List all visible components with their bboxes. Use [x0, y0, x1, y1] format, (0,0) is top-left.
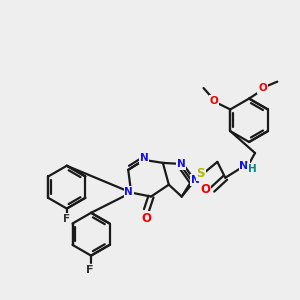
- Text: F: F: [86, 266, 93, 275]
- Text: O: O: [141, 212, 151, 225]
- Text: N: N: [191, 175, 200, 185]
- Text: F: F: [63, 214, 70, 224]
- Text: N: N: [140, 153, 148, 164]
- Text: N: N: [124, 187, 133, 197]
- Text: O: O: [200, 182, 210, 196]
- Text: N: N: [177, 160, 186, 170]
- Text: S: S: [196, 167, 205, 180]
- Text: O: O: [258, 83, 267, 93]
- Text: N: N: [239, 161, 249, 171]
- Text: H: H: [248, 164, 257, 174]
- Text: O: O: [210, 95, 218, 106]
